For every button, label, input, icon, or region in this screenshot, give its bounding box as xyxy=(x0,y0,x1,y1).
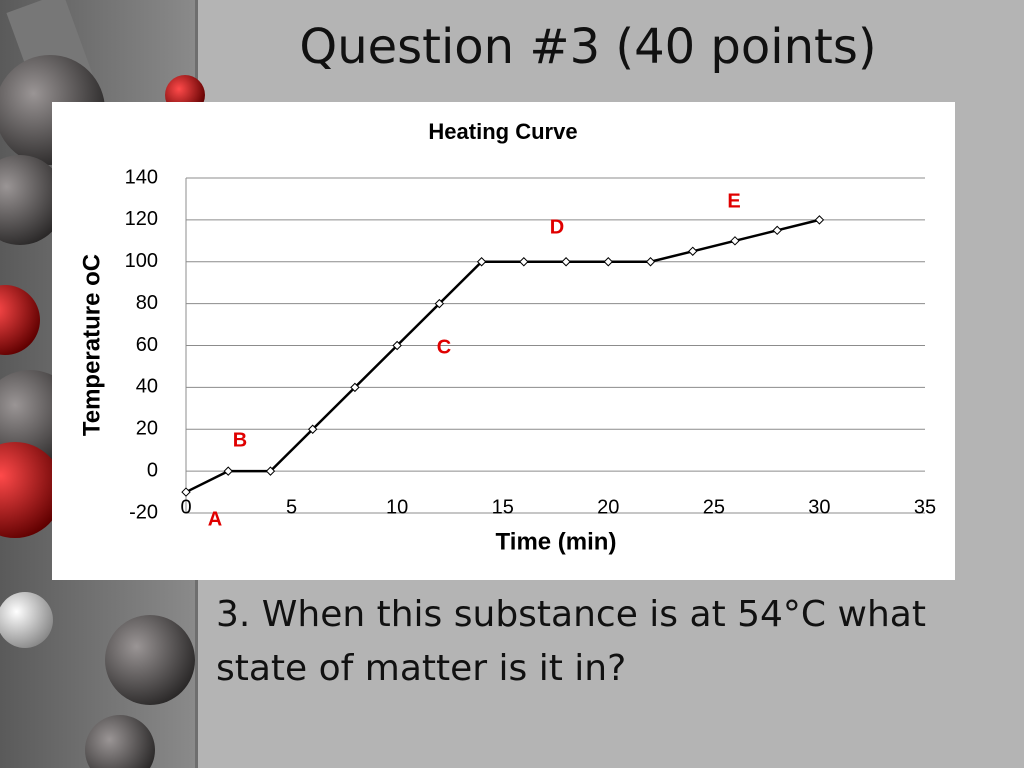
chart-title: Heating Curve xyxy=(428,119,577,144)
chart-area xyxy=(52,102,955,580)
x-tick-label: 10 xyxy=(386,496,408,518)
data-marker xyxy=(814,215,825,225)
data-marker xyxy=(519,257,529,267)
annotation: E xyxy=(727,190,740,212)
annotation: C xyxy=(437,336,451,358)
data-marker xyxy=(772,225,782,236)
y-tick-label: 100 xyxy=(125,250,158,272)
chart: Heating Curve Time (min) Temperature oC … xyxy=(78,119,936,556)
data-marker xyxy=(223,466,233,476)
x-tick-label: 5 xyxy=(286,496,297,518)
data-marker xyxy=(392,340,402,351)
x-tick-label: 30 xyxy=(808,496,830,518)
slide-title: Question #3 (40 points) xyxy=(299,19,876,75)
data-marker xyxy=(350,382,360,393)
question-text: 3. When this substance is at 54°C what s… xyxy=(216,594,926,689)
y-axis-label: Temperature oC xyxy=(78,254,105,436)
annotation: B xyxy=(233,429,247,451)
x-tick-label: 25 xyxy=(703,496,725,518)
data-marker xyxy=(688,246,698,256)
y-tick-label: 120 xyxy=(125,208,158,230)
x-tick-label: 0 xyxy=(180,496,191,518)
data-marker xyxy=(603,257,613,267)
y-tick-label: 0 xyxy=(147,459,158,481)
data-marker xyxy=(476,257,487,267)
data-marker xyxy=(307,424,318,434)
data-marker xyxy=(265,466,276,476)
y-tick-label: 80 xyxy=(136,292,158,314)
y-tick-label: -20 xyxy=(129,501,158,523)
x-tick-label: 15 xyxy=(492,496,514,518)
data-marker xyxy=(561,257,571,267)
data-marker xyxy=(181,487,191,497)
data-marker xyxy=(645,257,656,267)
data-line xyxy=(185,218,820,494)
y-tick-label: 40 xyxy=(136,376,158,398)
y-tick-label: 140 xyxy=(125,166,158,188)
y-tick-label: 60 xyxy=(136,334,158,356)
x-tick-label: 20 xyxy=(597,496,619,518)
x-axis-label: Time (min) xyxy=(496,528,617,555)
x-tick-label: 35 xyxy=(914,496,936,518)
data-marker xyxy=(434,298,445,309)
data-marker xyxy=(730,236,740,246)
y-tick-label: 20 xyxy=(136,418,158,440)
annotation: A xyxy=(208,508,222,530)
annotation: D xyxy=(550,216,564,238)
